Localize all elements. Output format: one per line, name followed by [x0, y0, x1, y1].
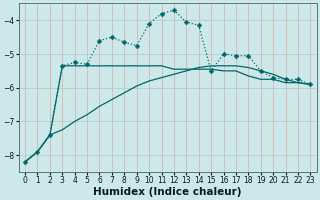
X-axis label: Humidex (Indice chaleur): Humidex (Indice chaleur) [93, 187, 242, 197]
